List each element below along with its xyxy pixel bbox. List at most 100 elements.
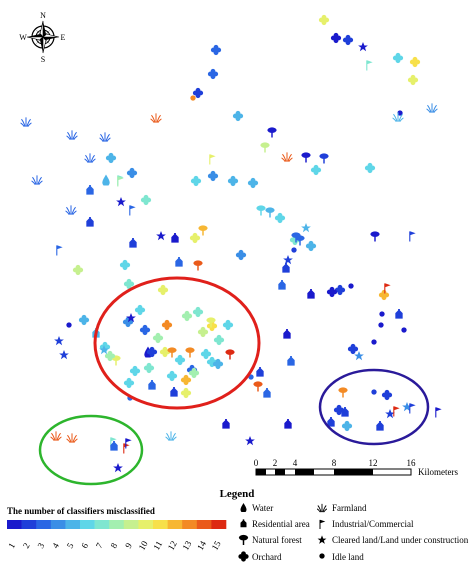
flower-marker <box>227 175 239 187</box>
legend-item-industrial: Industrial/Commercial <box>319 519 414 529</box>
sample-points <box>20 14 442 473</box>
legend-item-farmland: Farmland <box>317 503 367 513</box>
house-marker <box>284 418 292 429</box>
flower-marker <box>210 44 222 56</box>
tree-icon <box>238 534 249 545</box>
star-marker <box>354 350 364 361</box>
house-marker <box>171 232 179 243</box>
water-drop-icon <box>240 503 247 512</box>
grass-marker <box>84 152 96 164</box>
tree-marker <box>260 142 270 153</box>
ramp-label: 6 <box>79 541 90 550</box>
scale-tick-0: 0 <box>254 458 259 468</box>
ramp-label: 3 <box>35 541 46 550</box>
ramp-swatch <box>167 520 183 529</box>
flag-marker <box>384 283 391 294</box>
ramp-label: 4 <box>50 541 61 550</box>
house-marker <box>256 366 264 377</box>
dot-marker <box>378 322 384 328</box>
flag-marker <box>125 438 132 449</box>
flower-marker <box>192 306 204 318</box>
dot-marker <box>401 327 407 333</box>
scale-tick-2: 2 <box>273 458 278 468</box>
tree-marker <box>301 152 311 163</box>
flag-marker <box>123 443 130 454</box>
flower-marker <box>235 249 247 261</box>
dot-marker <box>348 283 354 289</box>
flower-marker <box>181 310 193 322</box>
flower-marker <box>364 162 376 174</box>
flower-marker <box>274 212 286 224</box>
ramp-label: 7 <box>94 541 105 550</box>
flower-marker <box>139 324 151 336</box>
flower-marker <box>381 389 393 401</box>
star-marker <box>54 335 64 346</box>
flower-marker <box>78 314 90 326</box>
ramp-swatch <box>153 520 168 529</box>
scale-tick-8: 8 <box>332 458 337 468</box>
flower-marker <box>330 32 342 44</box>
legend-label-orchard: Orchard <box>252 552 282 562</box>
scale-bar: 0 2 4 8 12 16 Kilometers <box>254 458 459 477</box>
ramp-label: 1 <box>6 541 17 550</box>
ramp-swatch <box>94 520 110 529</box>
star-marker <box>116 196 126 207</box>
compass-north: N <box>40 11 46 20</box>
ramp-label: 10 <box>137 539 150 552</box>
ramp-swatch <box>182 520 198 529</box>
ramp-swatch <box>7 520 22 529</box>
highlight-ellipse-green <box>38 414 144 486</box>
ramp-label: 9 <box>123 541 134 550</box>
house-marker <box>395 308 403 319</box>
flower-marker <box>305 240 317 252</box>
legend-title: Legend <box>220 488 255 500</box>
tree-marker <box>256 205 266 216</box>
legend-item-orchard: Orchard <box>238 551 282 562</box>
grass-marker <box>31 174 43 186</box>
ramp-label: 14 <box>195 539 208 552</box>
flower-marker <box>143 362 155 374</box>
legend-label-farmland: Farmland <box>332 503 367 513</box>
scale-tick-16: 16 <box>407 458 417 468</box>
house-marker <box>175 256 183 267</box>
legend-item-water: Water <box>240 503 273 513</box>
flower-marker <box>197 326 209 338</box>
legend-label-idle: Idle land <box>332 552 364 562</box>
compass-west: W <box>19 33 27 42</box>
highlight-ellipse-blue <box>318 368 430 446</box>
flower-marker <box>222 319 234 331</box>
grass-marker <box>150 112 162 124</box>
star-marker <box>156 230 166 241</box>
tree-marker <box>319 153 329 164</box>
ramp-swatch <box>123 520 139 529</box>
flower-marker <box>134 304 146 316</box>
grass-marker <box>65 204 77 216</box>
flower-marker <box>190 175 202 187</box>
house-marker <box>129 237 137 248</box>
scale-tick-4: 4 <box>293 458 298 468</box>
grass-marker <box>165 430 177 442</box>
ramp-title: The number of classifiers misclassified <box>7 506 155 516</box>
ramp-swatch <box>138 520 154 529</box>
scale-tick-12: 12 <box>369 458 378 468</box>
house-marker <box>307 288 315 299</box>
compass-east: E <box>61 33 66 42</box>
ramp-label: 2 <box>21 541 32 550</box>
ramp-label: 5 <box>65 541 76 550</box>
grass-marker <box>99 131 111 143</box>
tree-marker <box>338 387 348 398</box>
grass-marker <box>20 116 32 128</box>
flag-marker <box>117 176 124 187</box>
flower-marker <box>72 264 84 276</box>
flower-marker <box>247 177 259 189</box>
dot-marker <box>371 389 377 395</box>
flower-marker <box>342 34 354 46</box>
star-marker <box>113 462 123 473</box>
flower-marker <box>129 365 141 377</box>
tree-marker <box>265 207 275 218</box>
legend-label-industrial: Industrial/Commercial <box>332 519 414 529</box>
flag-marker <box>129 205 136 216</box>
house-icon <box>240 519 247 528</box>
tree-marker <box>253 381 263 392</box>
house-marker <box>287 355 295 366</box>
